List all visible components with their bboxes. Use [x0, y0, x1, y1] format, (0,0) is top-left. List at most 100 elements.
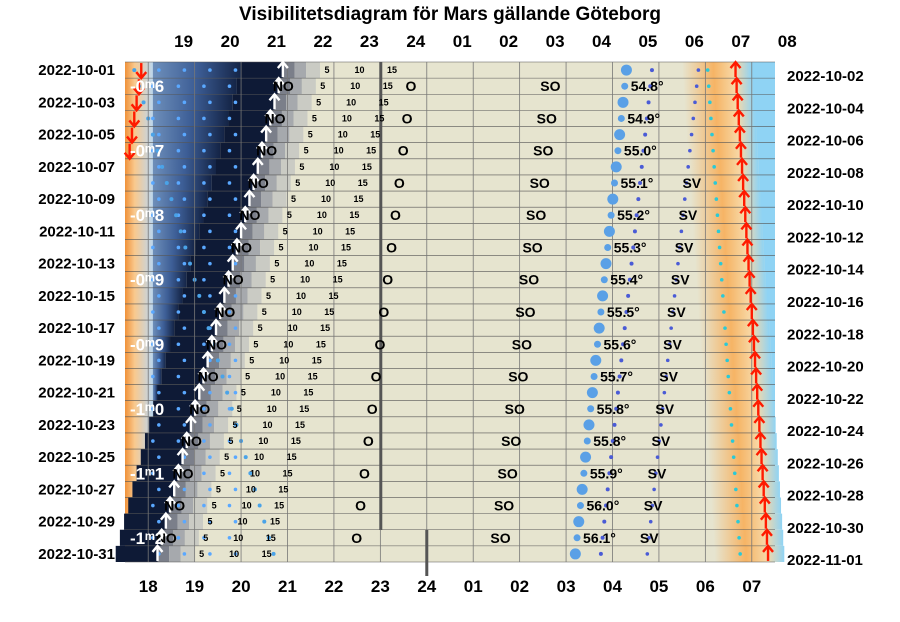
- altitude-marker: 5: [262, 307, 267, 317]
- left-date-label: 2022-10-09: [38, 191, 115, 208]
- altitude-marker: 15: [303, 388, 313, 398]
- transit-dot: [576, 502, 584, 510]
- moon-dot: [229, 406, 234, 411]
- transit-dot: [586, 387, 598, 399]
- path-dot: [662, 390, 667, 395]
- dawn-arrow-head: [732, 108, 745, 118]
- dawn-arrow-head: [729, 60, 742, 69]
- path-dot: [602, 519, 607, 524]
- sky-dot: [227, 536, 232, 540]
- path-dot: [644, 116, 649, 121]
- direction-east: O: [394, 175, 405, 191]
- bottom-hour-label: 07: [742, 577, 761, 596]
- altitude-marker: 5: [228, 436, 233, 446]
- dawn-band: [691, 207, 762, 224]
- low-altitude-band: [268, 207, 283, 224]
- sky-dot: [182, 294, 187, 298]
- altitude-marker: 15: [295, 420, 305, 430]
- low-altitude-band: [276, 174, 291, 192]
- night-band: [190, 255, 233, 272]
- low-altitude-band: [270, 110, 282, 127]
- dawn-band: [683, 78, 753, 95]
- direction-southwest: SV: [675, 239, 694, 255]
- left-date-label: 2022-10-15: [38, 288, 115, 305]
- path-dot: [719, 277, 724, 282]
- altitude-marker: 15: [282, 468, 292, 478]
- dark-sky-band: [152, 62, 242, 79]
- sky-dot: [208, 390, 212, 395]
- dawn-band: [710, 481, 780, 498]
- sky-dot: [176, 277, 181, 282]
- bottom-hour-label: 01: [464, 577, 483, 596]
- direction-northeast: NO: [248, 175, 269, 191]
- rise-arrow-head: [176, 447, 189, 456]
- altitude-marker: 10: [237, 517, 247, 527]
- moon-dot: [248, 471, 253, 476]
- rise-arrow-head: [218, 285, 231, 295]
- direction-east: O: [386, 239, 397, 255]
- moon-dot: [169, 197, 174, 202]
- path-dot: [645, 552, 650, 556]
- max-altitude-label: 55.3°: [614, 239, 647, 255]
- low-altitude-band: [260, 239, 275, 256]
- transit-dot: [573, 534, 581, 542]
- rise-arrow-head: [205, 334, 218, 344]
- left-date-label: 2022-10-01: [38, 62, 115, 79]
- night-band: [144, 432, 187, 450]
- path-dot: [728, 406, 733, 411]
- right-date-label: 2022-10-12: [787, 229, 864, 246]
- path-dot: [714, 197, 719, 201]
- low-altitude-band: [210, 384, 223, 401]
- direction-east: O: [398, 143, 409, 159]
- path-dot: [612, 422, 617, 427]
- evening-twilight-band: [125, 368, 153, 385]
- direction-southeast: SO: [512, 336, 532, 352]
- right-date-label: 2022-10-06: [787, 133, 864, 150]
- altitude-marker: 10: [296, 291, 306, 301]
- daylight-band: [768, 303, 775, 321]
- sky-dot: [157, 68, 161, 72]
- transit-dot: [614, 129, 626, 141]
- sky-dot: [176, 342, 181, 347]
- dark-sky-band: [152, 110, 229, 127]
- max-altitude-label: 54.9°: [627, 110, 660, 126]
- top-hour-label: 05: [638, 32, 657, 51]
- direction-east: O: [355, 498, 366, 514]
- magnitude-label: -0ᵐ9: [130, 271, 164, 290]
- dawn-arrow-head: [751, 382, 764, 392]
- max-altitude-label: 56.0°: [586, 498, 619, 514]
- dawn-band: [701, 352, 772, 369]
- sky-dot: [176, 536, 181, 540]
- transit-dot: [610, 161, 622, 173]
- evening-twilight-band: [125, 416, 153, 433]
- altitude-marker: 15: [387, 65, 397, 75]
- night-band: [161, 368, 204, 385]
- left-date-label: 2022-10-31: [38, 546, 115, 563]
- path-dot: [688, 148, 692, 153]
- direction-east: O: [367, 401, 378, 417]
- altitude-marker: 10: [229, 549, 239, 559]
- rise-arrow-head: [185, 415, 197, 424]
- low-altitude-band: [240, 271, 252, 288]
- sky-dot: [233, 552, 238, 556]
- sky-dot: [157, 197, 161, 201]
- night-band: [236, 78, 279, 95]
- dawn-arrow-head: [748, 334, 760, 344]
- dawn-arrow-head: [753, 415, 766, 424]
- dawn-arrow-head: [752, 398, 765, 408]
- path-dot: [639, 164, 644, 169]
- altitude-marker: 5: [212, 501, 217, 511]
- rise-arrow-head: [189, 398, 202, 408]
- max-altitude-label: 55.8°: [593, 433, 626, 449]
- sky-dot: [227, 148, 232, 153]
- path-dot: [729, 423, 734, 427]
- path-dot: [649, 68, 654, 73]
- path-dot: [724, 342, 728, 347]
- direction-southwest: SV: [655, 401, 674, 417]
- path-dot: [679, 229, 684, 234]
- moon-dot: [266, 535, 271, 540]
- bottom-hour-label: 19: [185, 577, 204, 596]
- left-date-label: 2022-10-07: [38, 159, 115, 176]
- sky-dot: [202, 503, 206, 508]
- path-dot: [610, 439, 615, 444]
